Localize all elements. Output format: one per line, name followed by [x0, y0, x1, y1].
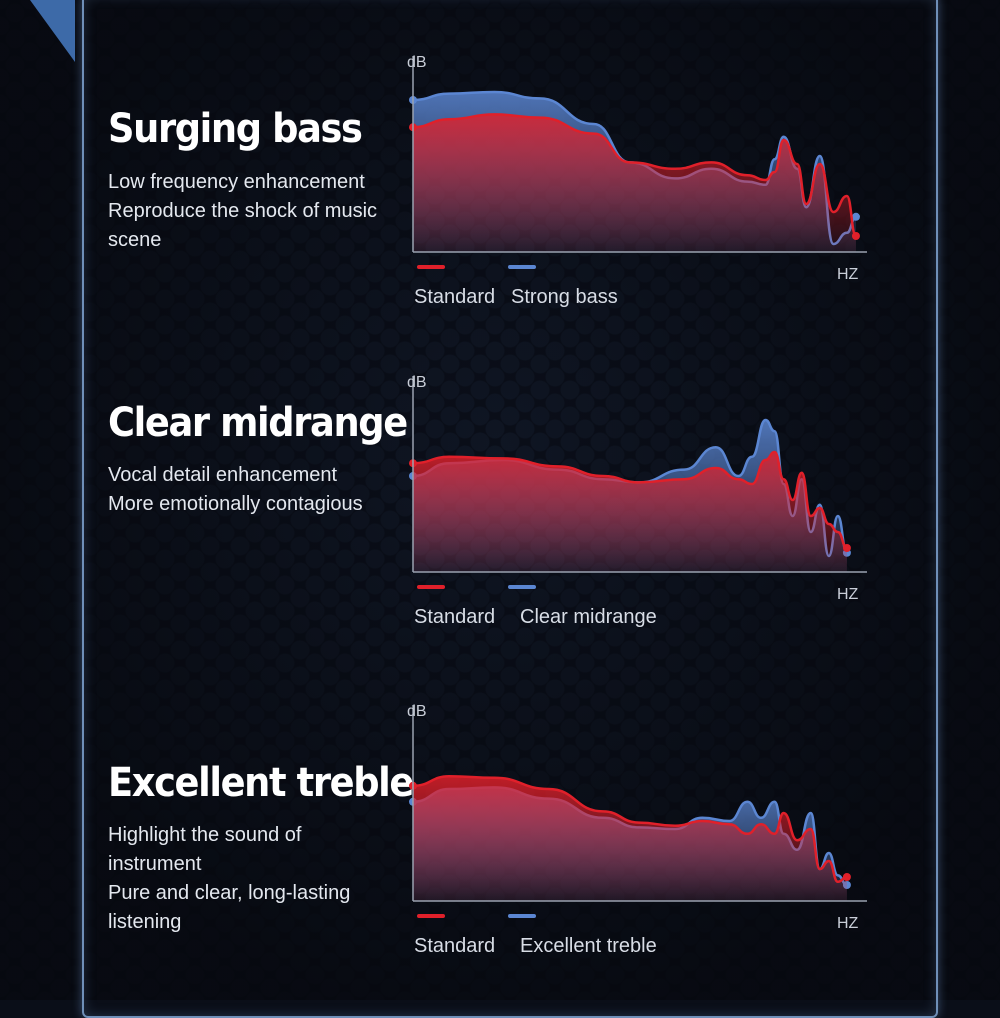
x-axis-label: HZ: [837, 266, 859, 283]
legend-swatch-enhanced: [508, 585, 536, 589]
section-surging-bass: Surging bass Low frequency enhancement R…: [0, 0, 1000, 330]
x-axis-label: HZ: [837, 586, 859, 603]
section-description: Low frequency enhancement Reproduce the …: [108, 168, 377, 255]
series-line-standard: [412, 774, 848, 884]
section-description: Highlight the sound of instrument Pure a…: [108, 821, 350, 937]
frequency-chart: dB HZ Standard Excellent treble: [407, 703, 867, 957]
series-area-standard: [413, 776, 847, 901]
legend-swatch-enhanced: [508, 265, 536, 269]
y-axis-label: dB: [407, 374, 427, 391]
series-end-point: [851, 232, 860, 240]
series-line-standard: [412, 450, 848, 550]
legend-swatch-standard: [417, 585, 445, 589]
description-line: instrument: [108, 853, 202, 875]
legend-label-standard: Standard: [414, 606, 495, 628]
legend-swatch-standard: [417, 914, 445, 918]
series-end-point: [851, 212, 860, 221]
legend-label-enhanced: Excellent treble: [520, 935, 657, 957]
series-end-point: [842, 873, 851, 881]
corner-accent: [30, 0, 75, 62]
legend-swatch-enhanced: [508, 914, 536, 918]
description-line: Highlight the sound of: [108, 824, 302, 846]
section-heading: Excellent treble: [108, 760, 414, 806]
description-line: Pure and clear, long-lasting: [108, 882, 351, 904]
legend-swatch-standard: [417, 265, 445, 269]
description-line: Vocal detail enhancement: [108, 464, 338, 486]
section-heading: Clear midrange: [108, 400, 408, 446]
legend-label-standard: Standard: [414, 935, 495, 957]
frequency-chart: dB HZ Standard Clear midrange: [407, 374, 867, 628]
description-line: scene: [108, 229, 162, 251]
y-axis-label: dB: [407, 703, 427, 720]
series-area-standard: [413, 114, 856, 253]
y-axis-label: dB: [407, 54, 427, 71]
x-axis-label: HZ: [837, 915, 859, 932]
description-line: listening: [108, 911, 182, 933]
legend-label-enhanced: Clear midrange: [520, 606, 657, 628]
series-line-standard: [412, 113, 858, 238]
legend-label-standard: Standard: [414, 286, 495, 308]
section-description: Vocal detail enhancement More emotionall…: [108, 461, 363, 519]
description-line: More emotionally contagious: [108, 493, 363, 515]
section-heading: Surging bass: [108, 106, 363, 152]
legend-label-enhanced: Strong bass: [511, 286, 618, 308]
description-line: Low frequency enhancement: [108, 171, 365, 193]
series-end-point: [842, 544, 851, 552]
section-clear-midrange: Clear midrange Vocal detail enhancement …: [108, 374, 867, 628]
series-area-standard: [413, 452, 847, 572]
frequency-chart: dB HZ Standard Strong bass: [407, 54, 867, 308]
description-line: Reproduce the shock of music: [108, 200, 378, 222]
